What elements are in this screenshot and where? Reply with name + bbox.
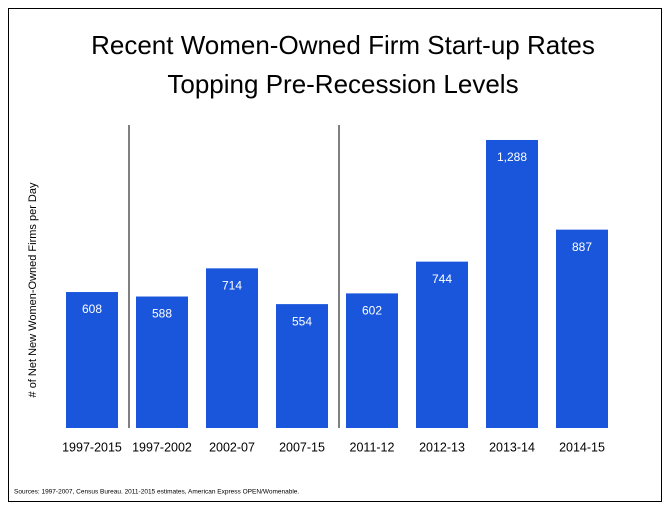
bar xyxy=(486,139,538,428)
value-label: 887 xyxy=(572,240,592,254)
x-tick-label: 2011-12 xyxy=(350,440,395,454)
frame xyxy=(8,8,662,502)
bar xyxy=(416,261,468,428)
bar xyxy=(276,304,328,428)
value-label: 744 xyxy=(432,272,452,286)
value-label: 588 xyxy=(152,307,172,321)
value-label: 554 xyxy=(292,314,312,328)
value-label: 1,288 xyxy=(497,150,527,164)
x-tick-label: 2012-13 xyxy=(419,440,465,454)
bar xyxy=(346,293,398,428)
chart-title: Recent Women-Owned Firm Start-up Rates xyxy=(91,30,595,60)
bar xyxy=(66,292,118,428)
x-tick-label: 1997-2015 xyxy=(62,440,122,454)
x-tick-label: 2002-07 xyxy=(209,440,255,454)
chart-title: Topping Pre-Recession Levels xyxy=(167,69,518,99)
bar xyxy=(556,229,608,428)
bar xyxy=(136,296,188,428)
value-label: 602 xyxy=(362,304,382,318)
value-label: 608 xyxy=(82,302,102,316)
value-label: 714 xyxy=(222,279,242,293)
bar xyxy=(206,268,258,428)
y-axis-label: # of Net New Women-Owned Firms per Day xyxy=(27,182,39,397)
x-tick-label: 2013-14 xyxy=(489,440,535,454)
x-tick-label: 2014-15 xyxy=(559,440,605,454)
x-tick-label: 1997-2002 xyxy=(132,440,192,454)
x-tick-label: 2007-15 xyxy=(279,440,325,454)
source-note: Sources: 1997-2007, Census Bureau. 2011-… xyxy=(14,489,299,496)
